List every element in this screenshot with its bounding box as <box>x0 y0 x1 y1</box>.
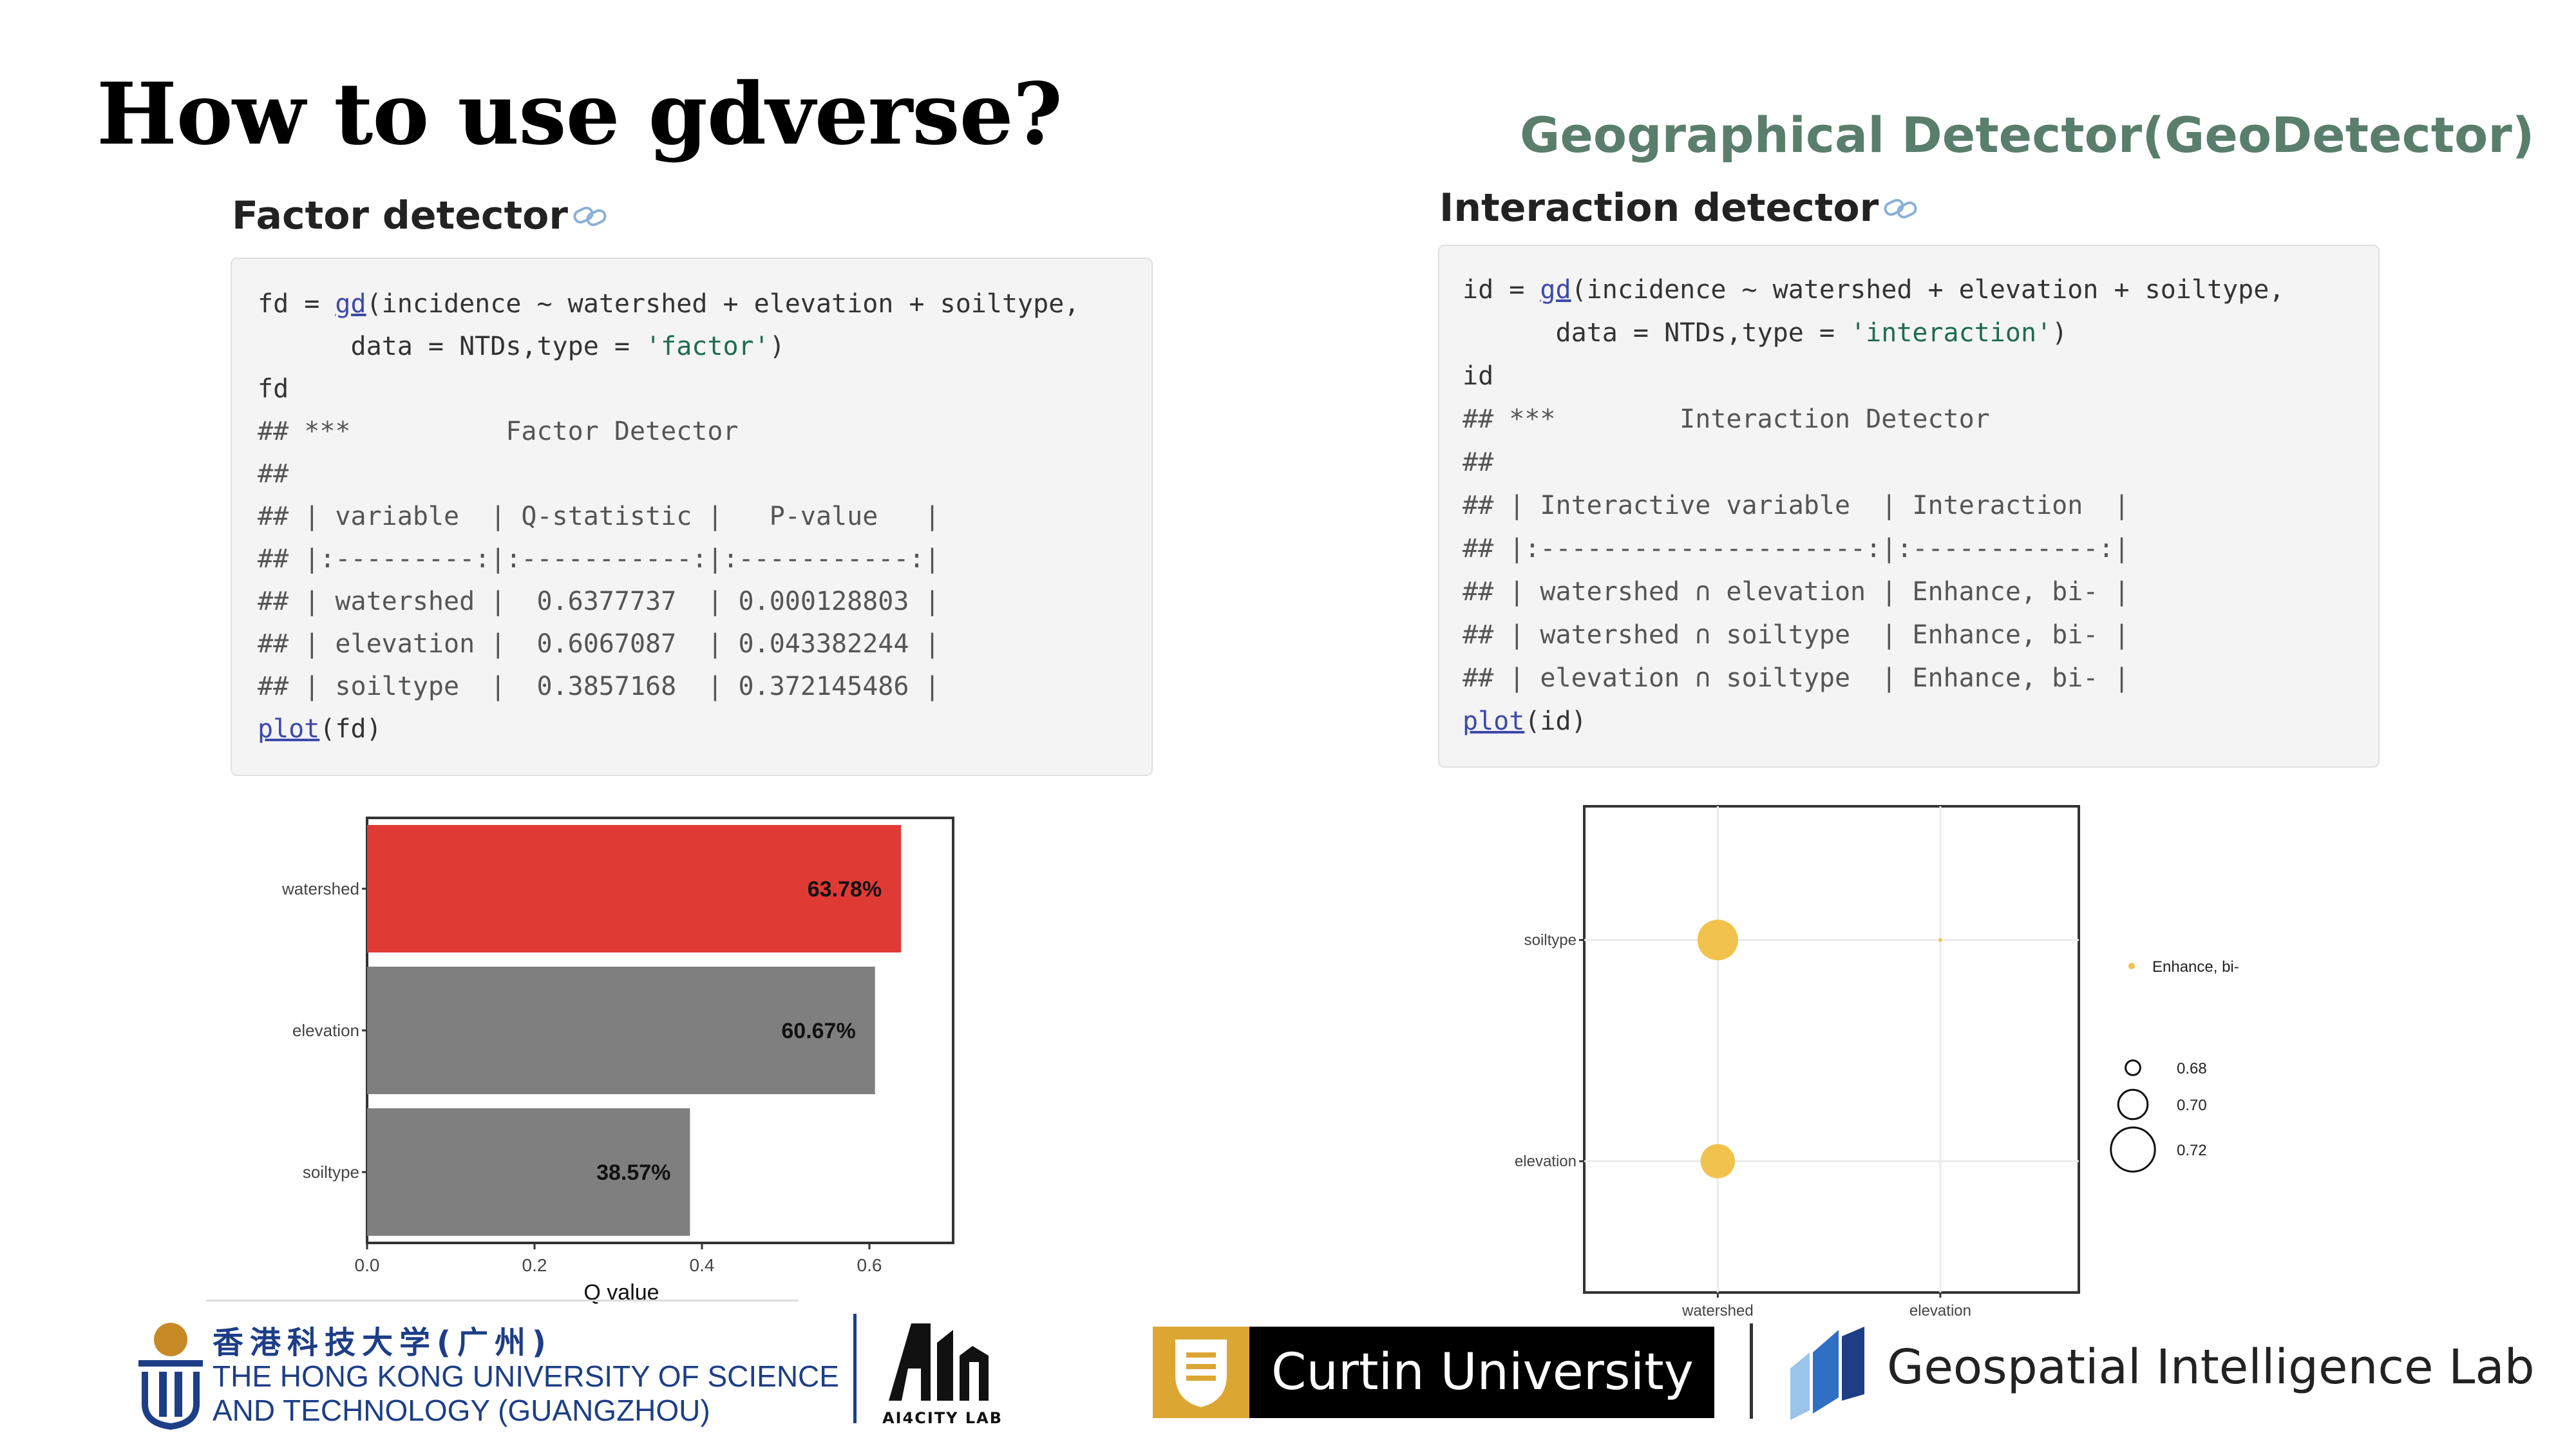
y-tick-label-soiltype: soiltype <box>1524 932 1577 949</box>
point-watershed-elevation <box>1700 1144 1736 1179</box>
plot-function-link[interactable]: plot <box>258 714 320 744</box>
anchor-link-icon[interactable] <box>1882 195 1921 221</box>
code-line-5: ## <box>258 459 289 489</box>
ai4city-lab-label: AI4CITY LAB <box>882 1409 1003 1427</box>
curtin-university-name: Curtin University <box>1271 1343 1694 1401</box>
code-line-7: ## |:---------------------:|:-----------… <box>1463 534 2130 564</box>
code-line-10: ## | elevation ∩ soiltype | Enhance, bi-… <box>1463 663 2130 693</box>
code-line-2: data = NTDs,type = 'factor') <box>258 332 785 361</box>
bar-label-watershed: 63.78% <box>808 877 882 902</box>
x-tick-label-0.0: 0.0 <box>355 1255 380 1275</box>
hkust-chinese-name: 香港科技大学(广州) <box>213 1325 553 1361</box>
hkust-emblem-icon <box>138 1323 203 1430</box>
code-line-3: id <box>1463 361 1494 391</box>
code-line-1: id = gd(incidence ~ watershed + elevatio… <box>1463 275 2285 305</box>
legend-size-key-0.70 <box>2117 1088 2149 1121</box>
code-line-1: fd = gd(incidence ~ watershed + elevatio… <box>258 289 1080 319</box>
code-line-6: ## | Interactive variable | Interaction … <box>1463 491 2130 520</box>
point-watershed-soiltype <box>1697 920 1738 961</box>
code-line-5: ## <box>1463 448 1494 477</box>
x-tick-label-0.2: 0.2 <box>522 1255 547 1275</box>
legend-size-label-0.72: 0.72 <box>2177 1142 2207 1159</box>
factor-bar-chart: 63.78% watershed 60.67% elevation 38.57% soil… <box>281 817 954 1305</box>
interaction-scatter-chart: soiltype elevation watershed elevation Enhan… <box>1515 805 2239 1320</box>
curtin-wordmark-box: Curtin University <box>1249 1327 1714 1418</box>
factor-code-block: fd = gd(incidence ~ watershed + elevatio… <box>231 258 1153 776</box>
interaction-code-block: id = gd(incidence ~ watershed + elevatio… <box>1438 245 2380 768</box>
code-line-11: plot(id) <box>1463 706 1587 736</box>
code-line-9: ## | watershed ∩ soiltype | Enhance, bi-… <box>1463 620 2130 650</box>
footer-divider <box>206 1300 799 1302</box>
code-line-8: ## | watershed | 0.6377737 | 0.000128803… <box>258 587 940 616</box>
gil-logo-icon <box>1790 1327 1864 1420</box>
logo-divider <box>853 1314 857 1423</box>
code-line-11: plot(fd) <box>258 714 382 744</box>
geodetector-title: Geographical Detector(GeoDetector) <box>1520 106 2535 164</box>
y-tick-label-elevation: elevation <box>292 1021 359 1040</box>
x-tick-label-0.4: 0.4 <box>690 1255 715 1275</box>
y-tick-label-elevation: elevation <box>1515 1153 1577 1170</box>
code-line-10: ## | soiltype | 0.3857168 | 0.372145486 … <box>258 672 940 701</box>
code-line-4: ## *** Factor Detector <box>258 417 739 446</box>
plot-function-link[interactable]: plot <box>1463 706 1525 736</box>
x-tick-label-0.6: 0.6 <box>857 1255 882 1275</box>
x-tick-label-elevation: elevation <box>1909 1302 1971 1320</box>
legend-size-label-0.68: 0.68 <box>2177 1060 2207 1077</box>
anchor-link-icon[interactable] <box>572 203 611 229</box>
bar-watershed <box>367 825 902 952</box>
bar-elevation <box>367 967 875 1094</box>
point-elevation-soiltype <box>1938 938 1942 942</box>
legend-size-label-0.70: 0.70 <box>2177 1097 2207 1114</box>
plot-panel <box>1583 805 2080 1294</box>
hkust-english-name-line2: AND TECHNOLOGY (GUANGZHOU) <box>213 1394 710 1427</box>
code-line-2: data = NTDs,type = 'interaction') <box>1463 318 2068 348</box>
gd-function-link[interactable]: gd <box>335 289 366 319</box>
code-line-8: ## | watershed ∩ elevation | Enhance, bi… <box>1463 577 2130 607</box>
y-tick-label-soiltype: soiltype <box>303 1162 359 1182</box>
logo-divider <box>1750 1323 1753 1419</box>
gil-lab-name: Geospatial Intelligence Lab <box>1887 1340 2535 1395</box>
legend-color-key <box>2128 963 2135 969</box>
hkust-english-name-line1: THE HONG KONG UNIVERSITY OF SCIENCE <box>213 1359 839 1393</box>
ai4city-logo-icon <box>889 1323 989 1401</box>
gd-function-link[interactable]: gd <box>1540 275 1571 305</box>
bar-label-soiltype: 38.57% <box>596 1160 670 1185</box>
x-tick-label-watershed: watershed <box>1681 1302 1754 1320</box>
factor-detector-heading: Factor detector <box>232 193 611 238</box>
code-line-4: ## *** Interaction Detector <box>1463 404 1990 434</box>
slide-title: How to use gdverse? <box>97 64 1063 164</box>
legend-size-key-0.68 <box>2125 1059 2141 1076</box>
interaction-detector-heading: Interaction detector <box>1439 185 1921 231</box>
code-line-3: fd <box>258 374 289 404</box>
legend-size-key-0.72 <box>2110 1126 2156 1173</box>
bar-label-elevation: 60.67% <box>781 1019 855 1043</box>
legend-color-label: Enhance, bi- <box>2152 958 2239 976</box>
code-line-7: ## |:---------:|:-----------:|:---------… <box>258 544 940 574</box>
code-line-6: ## | variable | Q-statistic | P-value | <box>258 502 940 531</box>
factor-detector-heading-text: Factor detector <box>232 193 568 238</box>
bar-soiltype <box>367 1108 690 1236</box>
curtin-crest-icon <box>1175 1340 1227 1407</box>
code-line-9: ## | elevation | 0.6067087 | 0.043382244… <box>258 629 940 659</box>
curtin-crest-box <box>1153 1327 1249 1418</box>
interaction-detector-heading-text: Interaction detector <box>1439 185 1879 231</box>
y-tick-label-watershed: watershed <box>281 879 359 898</box>
